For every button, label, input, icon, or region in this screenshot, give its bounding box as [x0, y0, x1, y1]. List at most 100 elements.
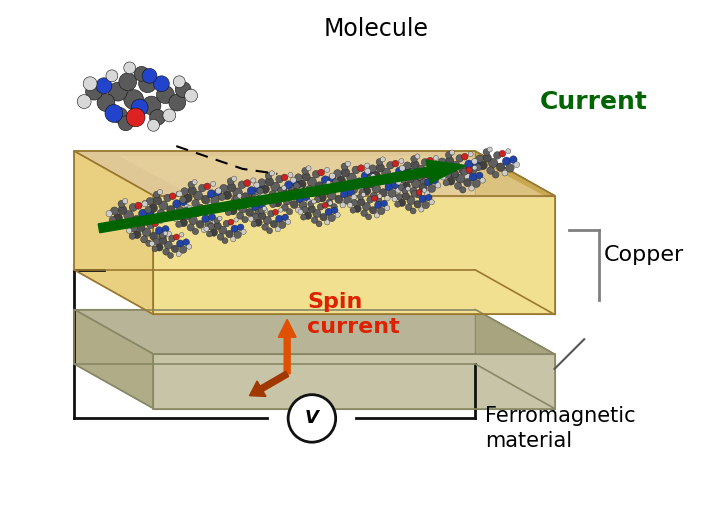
Circle shape	[311, 199, 316, 204]
Circle shape	[295, 174, 302, 181]
Circle shape	[370, 174, 375, 178]
Circle shape	[176, 251, 181, 256]
Circle shape	[238, 181, 246, 189]
Circle shape	[237, 193, 242, 198]
Circle shape	[163, 249, 169, 255]
Circle shape	[155, 239, 160, 244]
Circle shape	[259, 191, 265, 197]
Circle shape	[227, 183, 236, 192]
Circle shape	[362, 203, 370, 211]
Circle shape	[214, 189, 222, 196]
Circle shape	[211, 181, 216, 186]
Circle shape	[380, 189, 387, 197]
Circle shape	[146, 197, 154, 205]
Circle shape	[276, 176, 283, 183]
Circle shape	[193, 191, 202, 200]
Circle shape	[510, 156, 517, 163]
Circle shape	[361, 171, 370, 180]
Circle shape	[187, 224, 194, 231]
Circle shape	[341, 168, 350, 177]
Circle shape	[456, 154, 463, 162]
Circle shape	[322, 182, 328, 189]
Circle shape	[399, 184, 405, 191]
Circle shape	[201, 196, 209, 204]
Circle shape	[385, 206, 389, 211]
Circle shape	[124, 90, 143, 109]
Circle shape	[149, 204, 157, 212]
Circle shape	[302, 206, 309, 213]
Circle shape	[159, 201, 168, 210]
Circle shape	[496, 163, 505, 171]
Circle shape	[214, 218, 220, 224]
Circle shape	[415, 192, 421, 198]
Circle shape	[278, 221, 286, 228]
Circle shape	[380, 157, 385, 162]
Circle shape	[416, 190, 422, 195]
Circle shape	[166, 231, 172, 237]
Circle shape	[241, 229, 246, 234]
Circle shape	[365, 163, 370, 168]
Circle shape	[225, 209, 231, 215]
Circle shape	[368, 174, 375, 180]
Circle shape	[406, 175, 414, 183]
Circle shape	[119, 73, 136, 91]
Circle shape	[434, 155, 439, 161]
Circle shape	[128, 224, 135, 232]
Circle shape	[316, 221, 322, 227]
Circle shape	[155, 243, 163, 251]
Circle shape	[313, 209, 321, 218]
Circle shape	[229, 207, 237, 215]
Circle shape	[378, 207, 385, 214]
Circle shape	[385, 181, 392, 188]
Circle shape	[258, 179, 266, 186]
Circle shape	[207, 223, 214, 230]
Circle shape	[468, 152, 473, 156]
Circle shape	[254, 219, 262, 226]
Circle shape	[422, 188, 427, 192]
Circle shape	[181, 188, 188, 195]
Circle shape	[130, 225, 138, 232]
Circle shape	[132, 215, 141, 224]
Circle shape	[306, 166, 311, 171]
Circle shape	[185, 89, 198, 102]
Circle shape	[152, 246, 158, 252]
Circle shape	[188, 205, 193, 210]
Circle shape	[259, 208, 264, 214]
Circle shape	[316, 188, 323, 195]
Circle shape	[361, 210, 368, 217]
Circle shape	[278, 192, 285, 200]
Circle shape	[385, 195, 390, 201]
Circle shape	[402, 182, 411, 190]
Circle shape	[321, 189, 327, 195]
Circle shape	[176, 240, 184, 248]
Circle shape	[355, 178, 363, 186]
Circle shape	[179, 233, 184, 237]
Circle shape	[325, 199, 333, 206]
Circle shape	[220, 184, 228, 192]
Circle shape	[451, 170, 459, 178]
Circle shape	[141, 217, 146, 222]
Circle shape	[416, 165, 425, 175]
Circle shape	[147, 222, 154, 229]
Circle shape	[231, 176, 237, 181]
Circle shape	[361, 192, 366, 197]
Circle shape	[317, 204, 324, 210]
Circle shape	[455, 175, 461, 181]
Circle shape	[246, 209, 254, 217]
Circle shape	[372, 171, 380, 180]
Circle shape	[122, 198, 128, 204]
Text: Spin
current: Spin current	[307, 292, 400, 337]
Circle shape	[86, 83, 103, 100]
Circle shape	[340, 203, 346, 208]
Circle shape	[278, 208, 283, 212]
Circle shape	[267, 196, 273, 202]
Circle shape	[173, 216, 179, 222]
Circle shape	[502, 170, 508, 176]
Circle shape	[286, 209, 292, 215]
Circle shape	[449, 170, 457, 177]
Circle shape	[410, 188, 417, 194]
Circle shape	[472, 180, 480, 188]
Circle shape	[332, 185, 340, 192]
Circle shape	[514, 162, 520, 168]
Circle shape	[145, 206, 152, 213]
